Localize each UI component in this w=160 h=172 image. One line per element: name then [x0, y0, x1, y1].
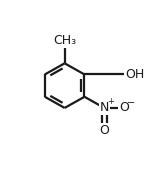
Text: CH₃: CH₃	[53, 34, 76, 47]
Text: N: N	[100, 101, 109, 114]
Text: +: +	[107, 98, 114, 106]
Text: OH: OH	[125, 68, 145, 81]
Text: O: O	[119, 101, 129, 114]
Text: −: −	[127, 98, 135, 108]
Text: O: O	[99, 124, 109, 137]
